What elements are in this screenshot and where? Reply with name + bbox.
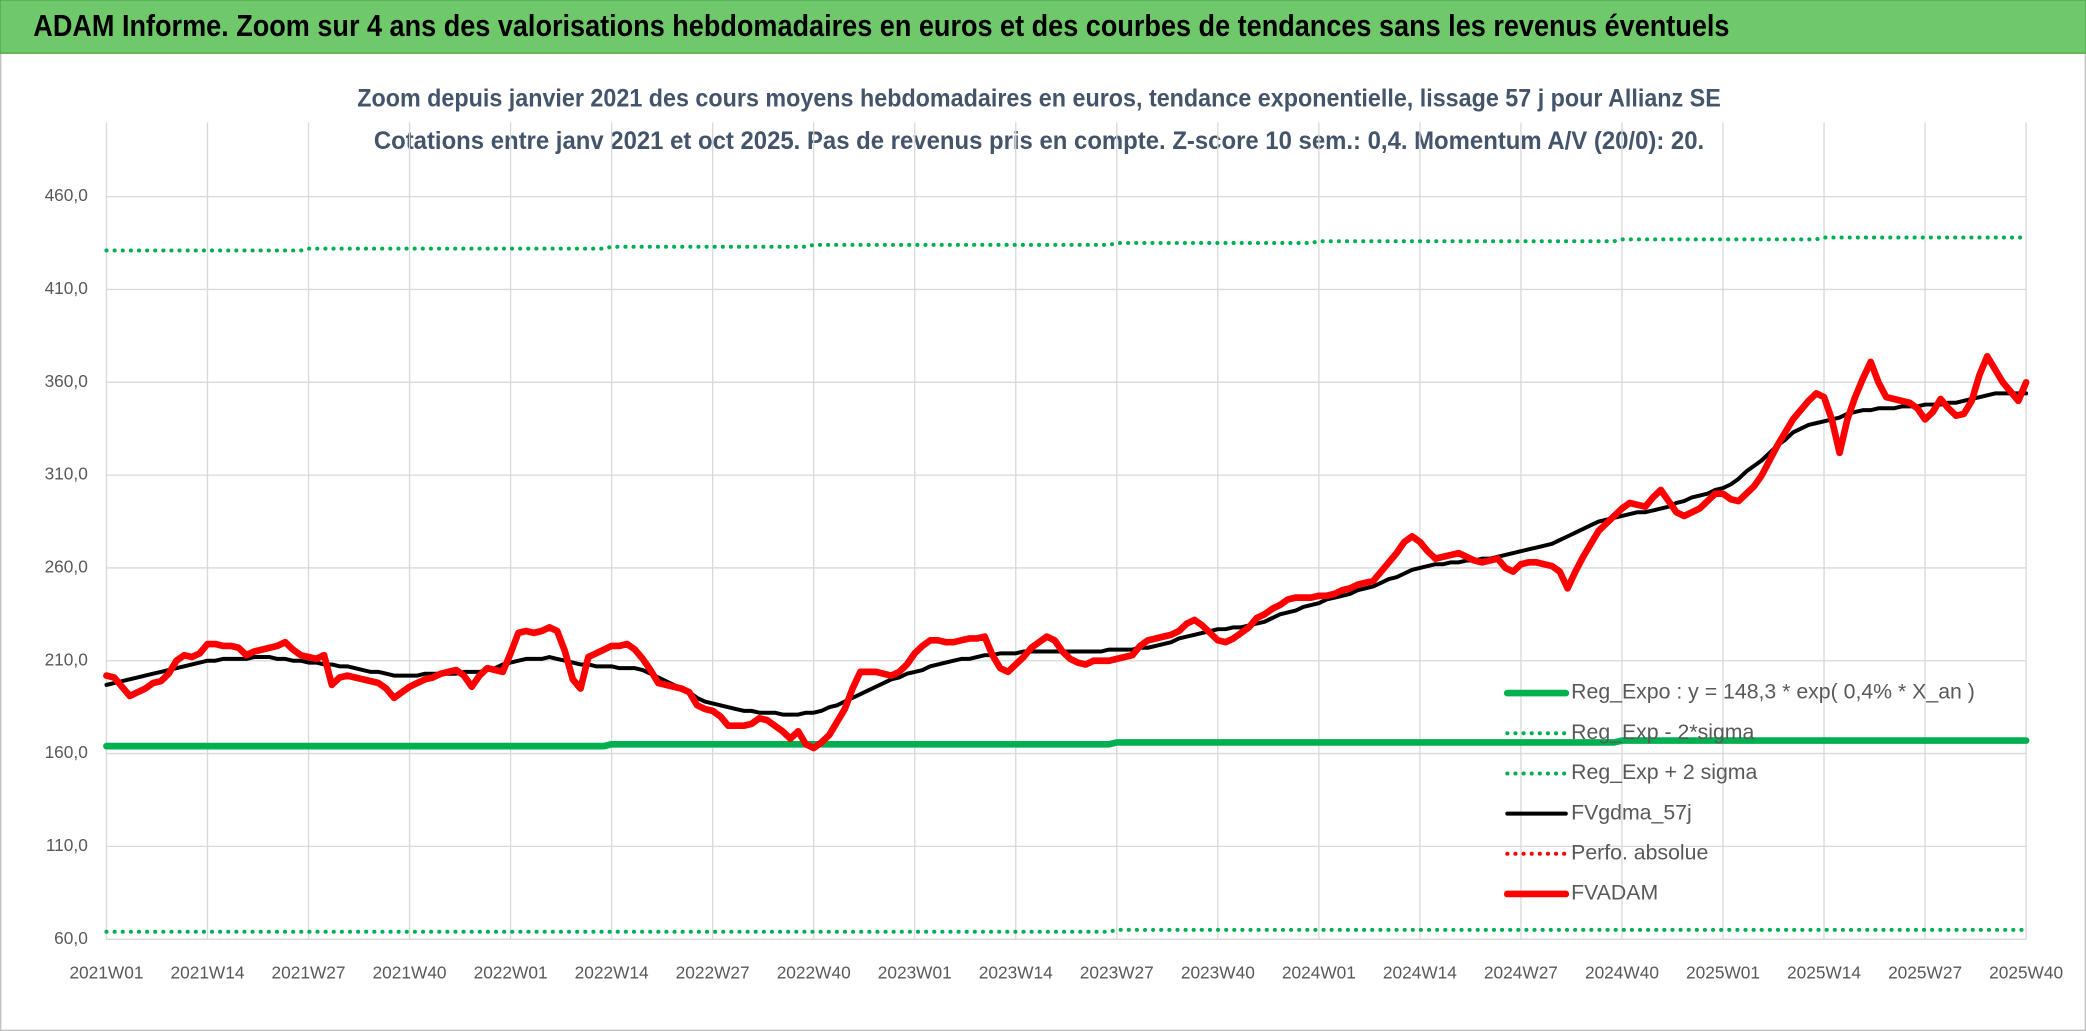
x-tick-label: 2025W40 (1989, 962, 2063, 982)
y-tick-label: 110,0 (46, 835, 88, 855)
chart-title: Zoom depuis janvier 2021 des cours moyen… (357, 84, 1721, 112)
y-tick-label: 460,0 (45, 185, 88, 205)
y-tick-label: 260,0 (45, 556, 88, 576)
y-tick-label: 160,0 (45, 742, 88, 762)
x-tick-label: 2022W14 (575, 962, 649, 982)
legend-label: FVgdma_57j (1571, 800, 1692, 824)
y-tick-label: 410,0 (45, 278, 88, 298)
x-tick-label: 2021W14 (170, 962, 244, 982)
series-line (104, 927, 2029, 934)
legend-label: Reg_Expo : y = 148,3 * exp( 0,4% * X_an … (1571, 680, 1975, 704)
legend-label: Perfo. absolue (1571, 840, 1708, 864)
x-tick-label: 2024W40 (1585, 962, 1659, 982)
x-tick-label: 2023W27 (1080, 962, 1154, 982)
x-tick-label: 2023W01 (878, 962, 952, 982)
x-tick-label: 2025W27 (1888, 962, 1962, 982)
header-bar (0, 0, 2086, 54)
x-tick-label: 2024W01 (1282, 962, 1356, 982)
y-tick-label: 360,0 (45, 371, 88, 391)
legend-label: Reg_Exp + 2 sigma (1571, 760, 1757, 784)
y-tick-label: 210,0 (45, 649, 88, 669)
series-line (103, 352, 2030, 752)
legend-label: Reg_Exp - 2*sigma (1571, 720, 1754, 744)
y-tick-label: 60,0 (54, 928, 88, 948)
x-tick-label: 2021W01 (69, 962, 143, 982)
x-tick-label: 2024W14 (1383, 962, 1457, 982)
x-tick-label: 2021W40 (373, 962, 447, 982)
x-tick-label: 2023W14 (979, 962, 1053, 982)
x-tick-label: 2024W27 (1484, 962, 1558, 982)
x-tick-label: 2021W27 (272, 962, 346, 982)
x-tick-label: 2025W01 (1686, 962, 1760, 982)
legend-label: FVADAM (1571, 881, 1658, 905)
chart-subtitle: Cotations entre janv 2021 et oct 2025. P… (374, 127, 1704, 155)
x-tick-label: 2022W01 (474, 962, 548, 982)
header-title: ADAM Informe. Zoom sur 4 ans des valoris… (33, 9, 1729, 43)
y-tick-label: 310,0 (45, 464, 88, 484)
x-tick-label: 2022W40 (777, 962, 851, 982)
series-line (103, 737, 2030, 750)
x-tick-label: 2022W27 (676, 962, 750, 982)
x-tick-label: 2023W40 (1181, 962, 1255, 982)
x-tick-label: 2025W14 (1787, 962, 1861, 982)
